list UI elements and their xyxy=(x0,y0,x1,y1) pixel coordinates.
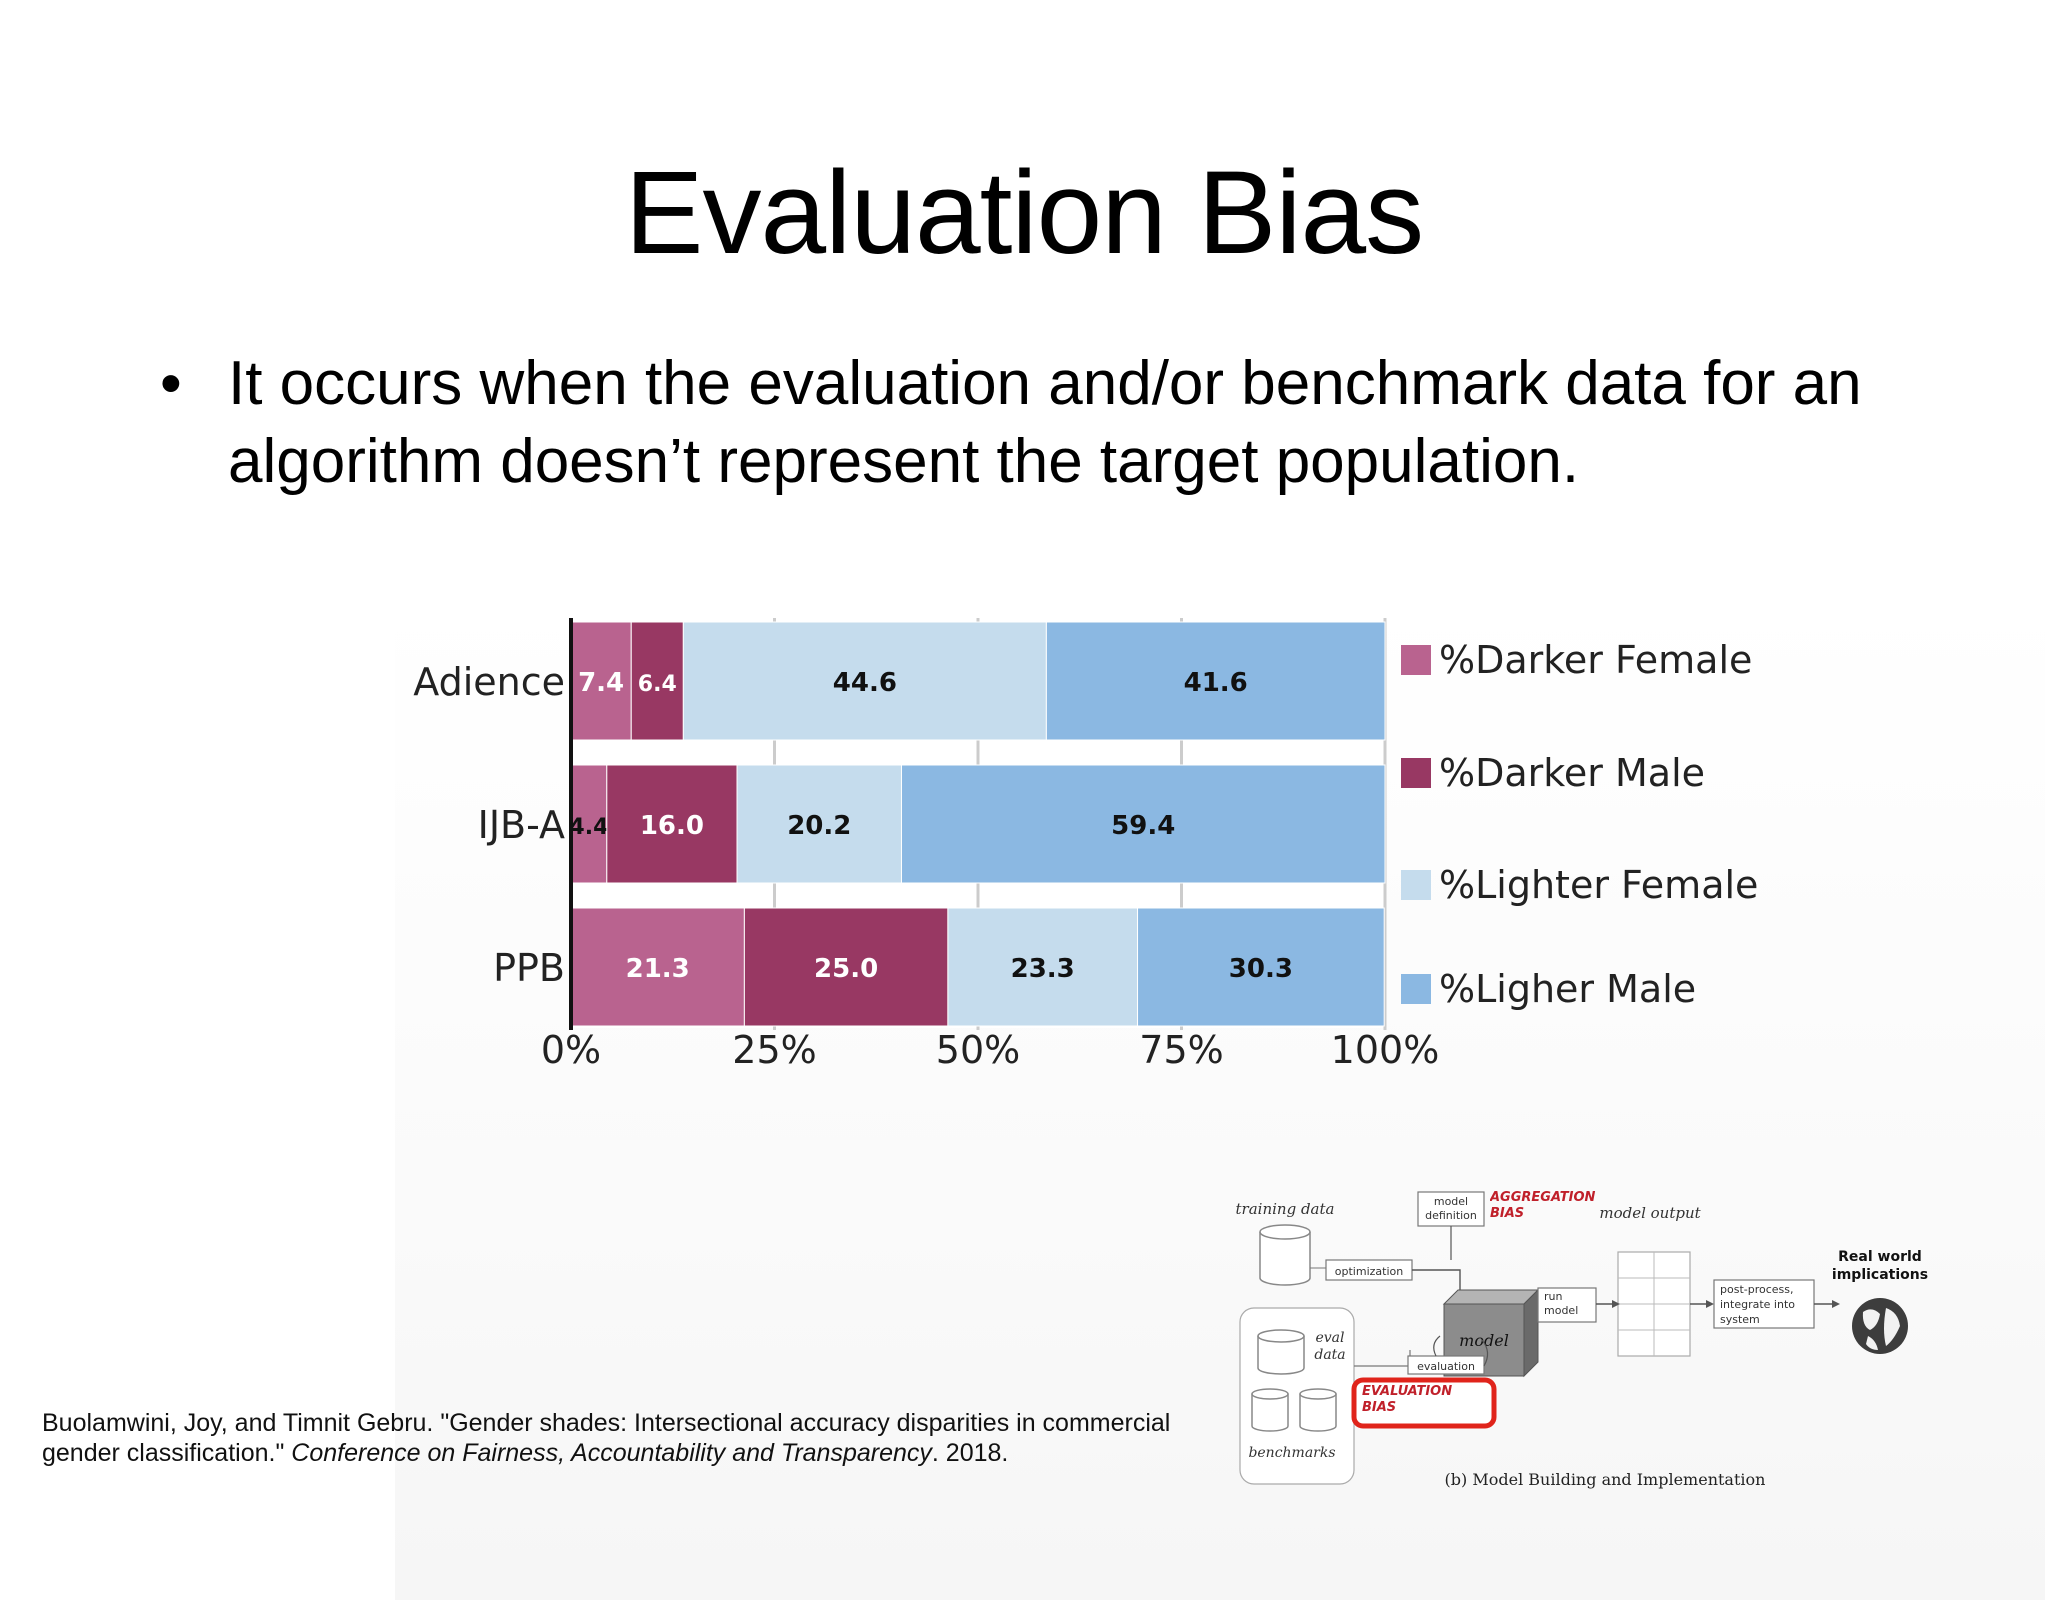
evaluation-bias-label: EVALUATION BIAS xyxy=(1362,1384,1453,1415)
data-label: 25.0 xyxy=(814,954,878,984)
benchmarks-cylinders xyxy=(1251,1388,1337,1432)
bar-segment xyxy=(1045,621,1386,741)
globe-icon xyxy=(1852,1298,1908,1354)
aggregation-bias-label: AGGREGATION BIAS xyxy=(1490,1190,1596,1221)
slide-title: Evaluation Bias xyxy=(624,147,1424,279)
run-model-box xyxy=(1537,1287,1597,1323)
data-label: 59.4 xyxy=(1111,811,1175,841)
model-label: model xyxy=(1459,1331,1509,1350)
model-definition-label: model definition xyxy=(1425,1195,1477,1222)
bar-segment xyxy=(743,907,949,1027)
bar-segment xyxy=(1137,907,1385,1027)
diagram-caption: (b) Model Building and Implementation xyxy=(1445,1470,1766,1489)
data-label: 16.0 xyxy=(640,811,704,841)
post-process-box xyxy=(1713,1279,1815,1329)
x-tick-label: 100% xyxy=(1331,1028,1440,1072)
legend-label: %Darker Female xyxy=(1439,638,1752,682)
optimization-arrow xyxy=(1412,1269,1461,1294)
model-output-label: model output xyxy=(1599,1204,1701,1222)
x-tick-label: 50% xyxy=(936,1028,1020,1072)
bar-segment xyxy=(570,907,745,1027)
legend-swatch xyxy=(1401,974,1431,1004)
data-label: 23.3 xyxy=(1011,954,1075,984)
model-output-grid xyxy=(1617,1251,1691,1357)
data-label: 44.6 xyxy=(833,668,897,698)
data-label: 20.2 xyxy=(787,811,851,841)
legend-label: %Lighter Female xyxy=(1439,863,1758,907)
citation-authors-title: Buolamwini, Joy, and Timnit Gebru. "Gend… xyxy=(42,1409,1171,1467)
optimization-label: optimization xyxy=(1335,1265,1403,1278)
data-label: 4.4 xyxy=(569,815,608,840)
post-process-label: post-process, integrate into system xyxy=(1720,1283,1796,1326)
data-label: 7.4 xyxy=(578,668,624,698)
bullet-dot: • xyxy=(160,349,182,418)
bar-segment xyxy=(570,764,608,884)
bar-segment xyxy=(630,621,684,741)
category-label: Adience xyxy=(413,660,565,704)
bullet-text: It occurs when the evaluation and/or ben… xyxy=(228,349,1862,496)
legend-label: %Darker Male xyxy=(1439,751,1705,795)
eval-data-label: eval data xyxy=(1314,1330,1346,1363)
data-label: 30.3 xyxy=(1229,954,1293,984)
legend-swatch xyxy=(1401,645,1431,675)
legend-label: %Ligher Male xyxy=(1439,967,1696,1011)
x-tick-label: 25% xyxy=(732,1028,816,1072)
data-label: 6.4 xyxy=(638,672,677,697)
data-label: 21.3 xyxy=(626,954,690,984)
bar-segment xyxy=(900,764,1386,884)
x-tick-label: 75% xyxy=(1139,1028,1223,1072)
stacked-bar-chart: 7.4 6.4 44.6 41.6 Adience 4.4 16.0 20.2 59.4 IJB-… xyxy=(413,618,1758,1072)
x-tick-label: 0% xyxy=(541,1028,601,1072)
training-data-cylinder xyxy=(1259,1224,1311,1286)
benchmarks-label: benchmarks xyxy=(1248,1445,1335,1461)
eval-data-cylinder xyxy=(1257,1329,1305,1375)
citation-year: . 2018. xyxy=(931,1439,1009,1467)
bar-segment xyxy=(947,907,1139,1027)
real-world-label: Real world implications xyxy=(1831,1249,1929,1283)
model-building-diagram: training data model definition AGGREGATI… xyxy=(1236,1190,1929,1489)
bar-segment xyxy=(736,764,902,884)
model-definition-box xyxy=(1417,1191,1485,1227)
data-label: 41.6 xyxy=(1184,668,1248,698)
legend-swatch xyxy=(1401,870,1431,900)
run-model-label: run model xyxy=(1544,1290,1579,1317)
training-data-label: training data xyxy=(1236,1200,1335,1218)
category-label: PPB xyxy=(493,946,565,990)
evaluation-label: evaluation xyxy=(1417,1360,1475,1373)
legend-swatch xyxy=(1401,758,1431,788)
evaluation-bias-highlight xyxy=(1351,1377,1497,1429)
bar-segment xyxy=(682,621,1047,741)
citation-venue: Conference on Fairness, Accountability a… xyxy=(291,1439,932,1467)
bar-segment xyxy=(606,764,738,884)
category-label: IJB-A xyxy=(478,803,565,847)
citation: Buolamwini, Joy, and Timnit Gebru. "Gend… xyxy=(42,1408,1182,1468)
